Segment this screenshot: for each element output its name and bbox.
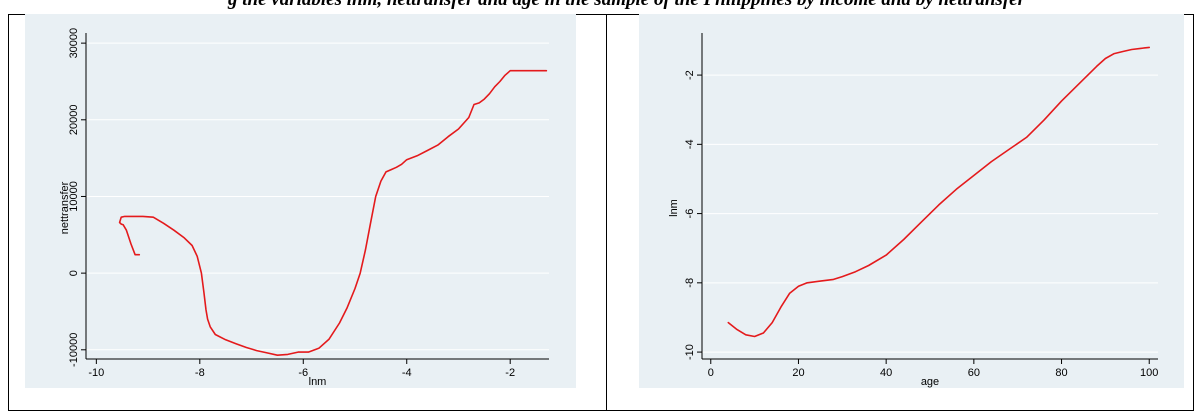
left-x-tick-label: -4 [402,367,412,379]
panel-divider [606,15,607,410]
right-x-axis-title: age [921,376,939,388]
left-y-tick-label: -10000 [68,333,80,367]
right-x-tick-label: 60 [968,367,980,379]
right-y-tick-label: -6 [684,209,696,219]
left-y-tick-label: 0 [68,270,80,276]
figure-caption: g the variables lnm, nettransfer and age… [0,0,1203,20]
left-series-line [118,69,548,357]
figure-caption-text: g the variables lnm, nettransfer and age… [228,0,1025,11]
right-y-tick-label: -8 [684,278,696,288]
left-y-tick-label: 10000 [68,181,80,212]
left-y-axis-title: nettransfer [59,181,71,234]
chart-left-background [25,14,576,388]
right-y-axis-title: lnm [668,199,680,217]
figure-panels [8,14,1194,411]
left-x-tick-label: -2 [505,367,515,379]
right-x-tick-label: 80 [1055,367,1067,379]
left-x-axis-title: lnm [309,376,327,388]
chart-right-background [639,14,1184,388]
left-x-tick-label: -8 [195,367,205,379]
right-series-line [727,46,1150,338]
right-x-tick-label: 40 [880,367,892,379]
right-x-tick-label: 0 [708,367,714,379]
right-y-tick-label: -4 [684,139,696,149]
right-y-tick-label: -2 [684,70,696,80]
left-y-tick-label: 30000 [68,28,80,59]
right-x-tick-label: 20 [792,367,804,379]
right-x-tick-label: 100 [1140,367,1158,379]
left-x-tick-label: -6 [298,367,308,379]
left-x-tick-label: -10 [88,367,104,379]
left-y-tick-label: 20000 [68,105,80,136]
right-y-tick-label: -10 [684,344,696,360]
